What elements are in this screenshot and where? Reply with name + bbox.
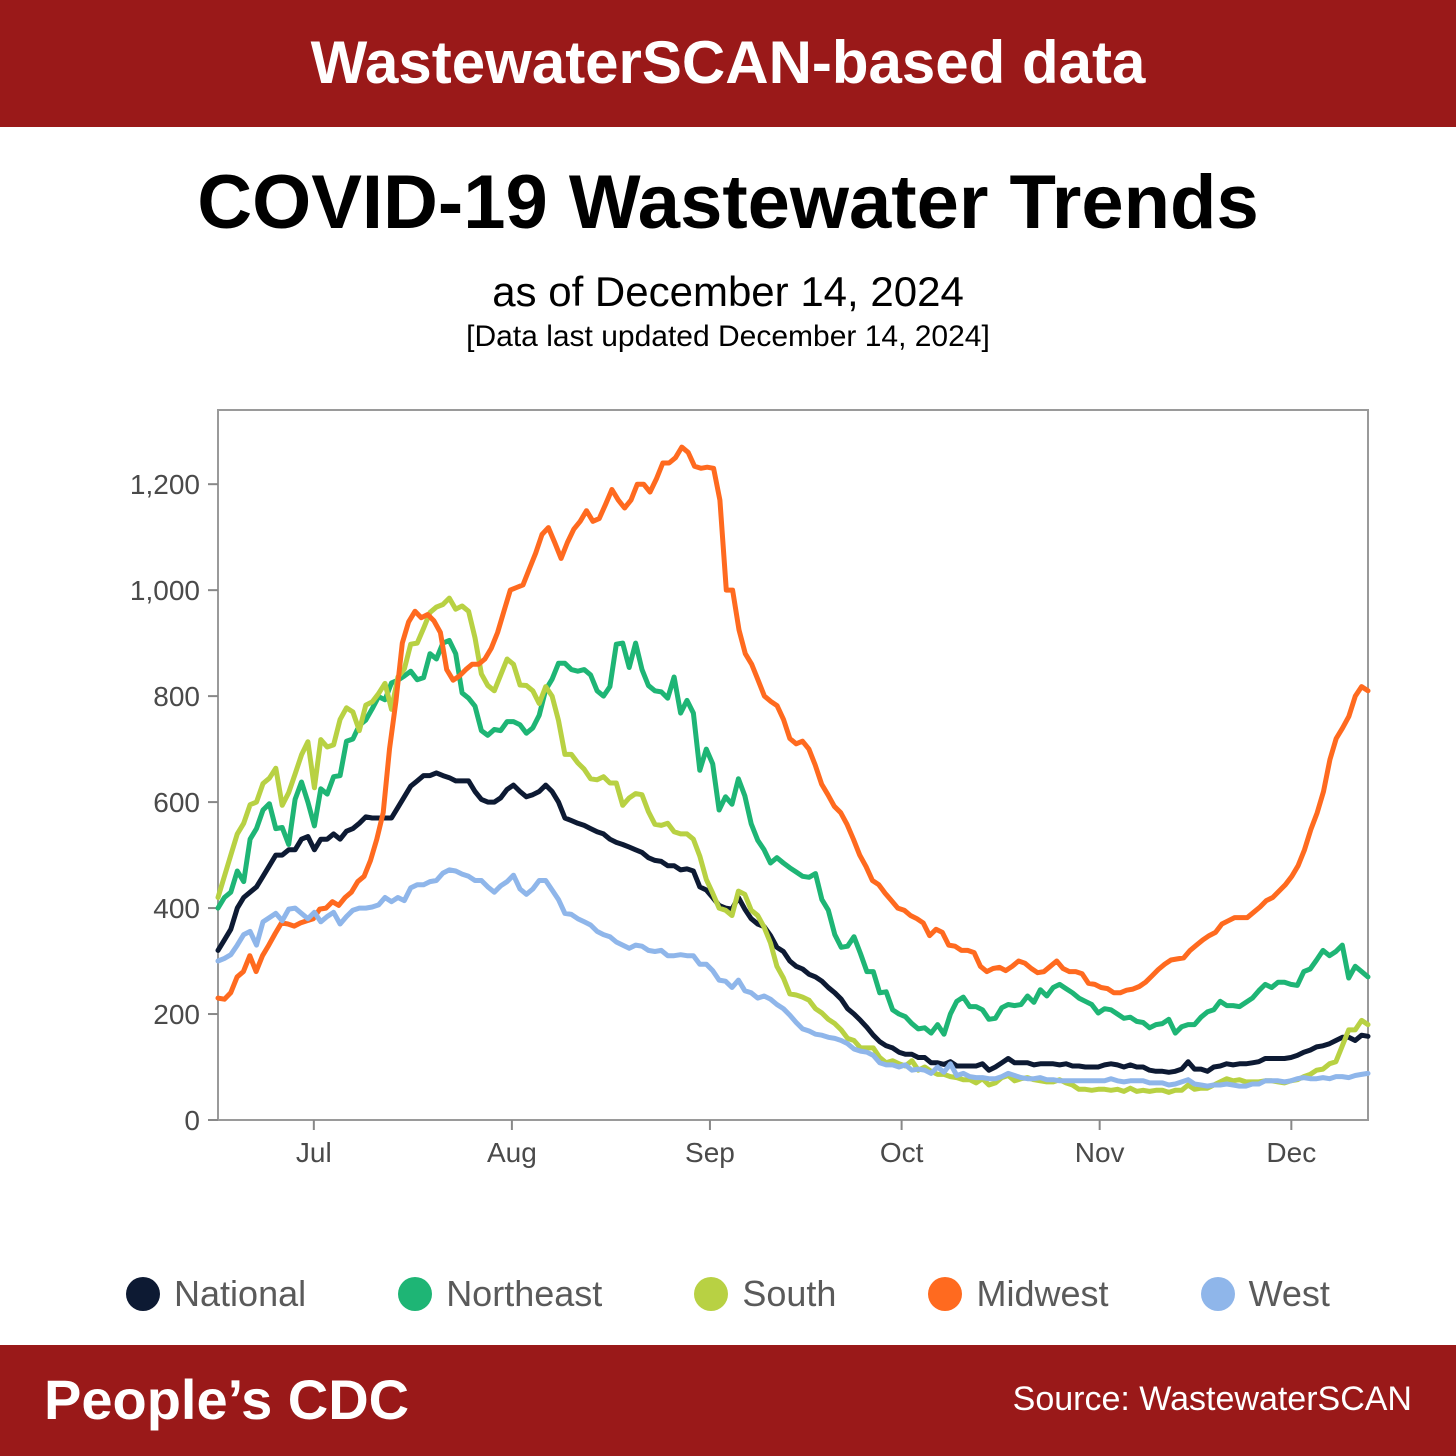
x-tick-label: Sep: [685, 1137, 735, 1168]
y-tick-label: 200: [153, 999, 200, 1030]
footer-source: Source: WastewaterSCAN: [1013, 1380, 1412, 1419]
x-tick-label: Oct: [880, 1137, 924, 1168]
y-tick-label: 600: [153, 787, 200, 818]
x-tick-label: Dec: [1266, 1137, 1316, 1168]
chart-wrap: 0 200 400 600 800 1,000 1,200 Jul Aug Sep Oct Nov De…: [60, 390, 1396, 1257]
legend-label: Northeast: [446, 1273, 602, 1315]
legend-dot-icon: [1201, 1277, 1235, 1311]
subtitle-date: as of December 14, 2024: [492, 268, 964, 316]
footer-org: People’s CDC: [44, 1367, 409, 1432]
legend-item-south: South: [694, 1273, 836, 1315]
y-tick-label: 1,200: [130, 469, 200, 500]
legend-label: National: [174, 1273, 306, 1315]
x-tick-label: Jul: [296, 1137, 332, 1168]
series-national: [218, 773, 1368, 1072]
header-band: WastewaterSCAN-based data: [0, 0, 1456, 127]
x-tick-label: Nov: [1075, 1137, 1125, 1168]
legend-item-west: West: [1201, 1273, 1330, 1315]
header-title: WastewaterSCAN-based data: [0, 28, 1456, 97]
y-tick-label: 0: [184, 1105, 200, 1136]
legend-item-midwest: Midwest: [928, 1273, 1108, 1315]
series-midwest: [218, 447, 1368, 999]
legend-label: West: [1249, 1273, 1330, 1315]
x-tick-label: Aug: [487, 1137, 537, 1168]
y-tick-label: 1,000: [130, 575, 200, 606]
legend-dot-icon: [126, 1277, 160, 1311]
legend-label: Midwest: [976, 1273, 1108, 1315]
legend: National Northeast South Midwest West: [60, 1273, 1396, 1335]
legend-label: South: [742, 1273, 836, 1315]
legend-dot-icon: [694, 1277, 728, 1311]
update-note: [Data last updated December 14, 2024]: [466, 320, 990, 354]
line-chart: 0 200 400 600 800 1,000 1,200 Jul Aug Sep Oct Nov De…: [68, 390, 1388, 1190]
y-tick-label: 800: [153, 681, 200, 712]
legend-dot-icon: [928, 1277, 962, 1311]
footer-band: People’s CDC Source: WastewaterSCAN: [0, 1345, 1456, 1456]
legend-item-northeast: Northeast: [398, 1273, 602, 1315]
content-area: COVID-19 Wastewater Trends as of Decembe…: [0, 127, 1456, 1345]
series-west: [218, 870, 1368, 1086]
legend-item-national: National: [126, 1273, 306, 1315]
y-tick-label: 400: [153, 893, 200, 924]
main-title: COVID-19 Wastewater Trends: [197, 159, 1259, 246]
legend-dot-icon: [398, 1277, 432, 1311]
